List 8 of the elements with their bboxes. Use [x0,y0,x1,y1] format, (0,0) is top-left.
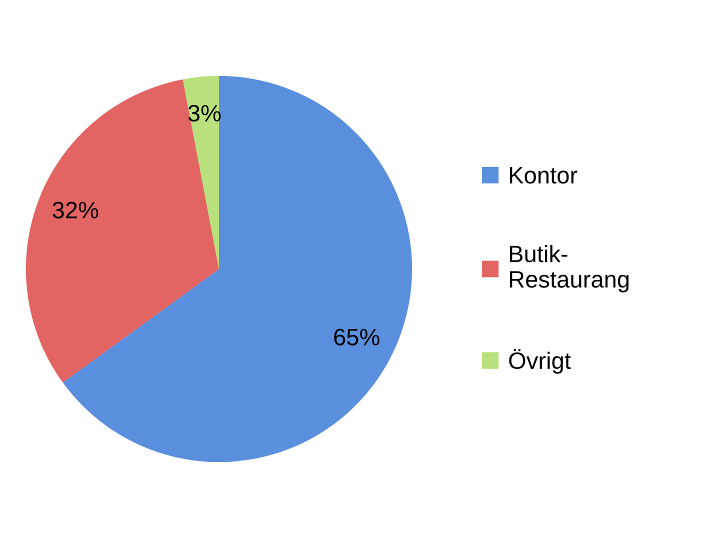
legend-label: Övrigt [509,349,571,374]
pie-slice [182,76,219,269]
pie-slice [26,79,219,382]
legend-label: Kontor [510,167,578,184]
data-label: 65% [334,328,380,346]
data-label: 32% [52,202,98,218]
data-label: 3% [188,104,221,122]
legend-label: Butik- Restaurang [510,244,629,292]
